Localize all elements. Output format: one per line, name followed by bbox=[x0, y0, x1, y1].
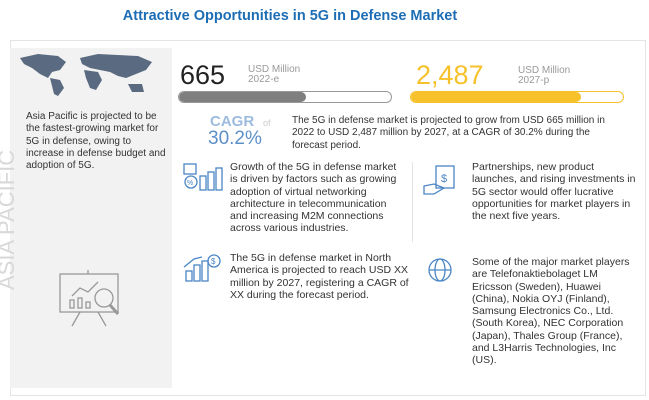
unit-2022: USD Million bbox=[248, 64, 301, 75]
year-2027: 2027-p bbox=[518, 75, 550, 86]
unit-2027: USD Million bbox=[518, 65, 571, 76]
progress-bar-2022 bbox=[178, 91, 392, 103]
growth-chart-icon: % bbox=[183, 163, 223, 191]
investment-icon: $ bbox=[423, 165, 455, 195]
market-players-text: Some of the major market players are Tel… bbox=[472, 256, 630, 367]
cagr-value: 30.2% bbox=[208, 128, 262, 149]
market-growth-icon: $ bbox=[183, 254, 221, 282]
world-map-icon bbox=[20, 54, 152, 96]
year-2022: 2022-e bbox=[248, 74, 280, 85]
driver-text: Growth of the 5G in defense market is dr… bbox=[230, 161, 397, 235]
svg-text:%: % bbox=[187, 180, 193, 187]
market-summary: The 5G in defense market is projected to… bbox=[292, 115, 605, 151]
svg-text:$: $ bbox=[211, 257, 216, 266]
progress-bar-2027 bbox=[410, 91, 624, 103]
cagr-of: of bbox=[263, 118, 271, 128]
asia-pacific-text: Asia Pacific is projected to be the fast… bbox=[26, 111, 166, 172]
value-2027: 2,487 bbox=[416, 60, 484, 90]
north-america-text: The 5G in defense market in North Americ… bbox=[230, 252, 409, 301]
opportunities-text: Partnerships, new product launches, and … bbox=[472, 161, 636, 223]
page-title: Attractive Opportunities in 5G in Defens… bbox=[122, 8, 458, 24]
cagr-label: CAGR bbox=[210, 113, 255, 130]
value-2022: 665 bbox=[180, 60, 226, 90]
asia-pacific-label: ASIA PACIFIC bbox=[0, 149, 19, 290]
svg-text:$: $ bbox=[441, 173, 447, 185]
divider bbox=[412, 162, 413, 242]
left-panel bbox=[10, 48, 172, 388]
presentation-analytics-icon bbox=[59, 270, 120, 327]
globe-icon bbox=[428, 258, 452, 282]
